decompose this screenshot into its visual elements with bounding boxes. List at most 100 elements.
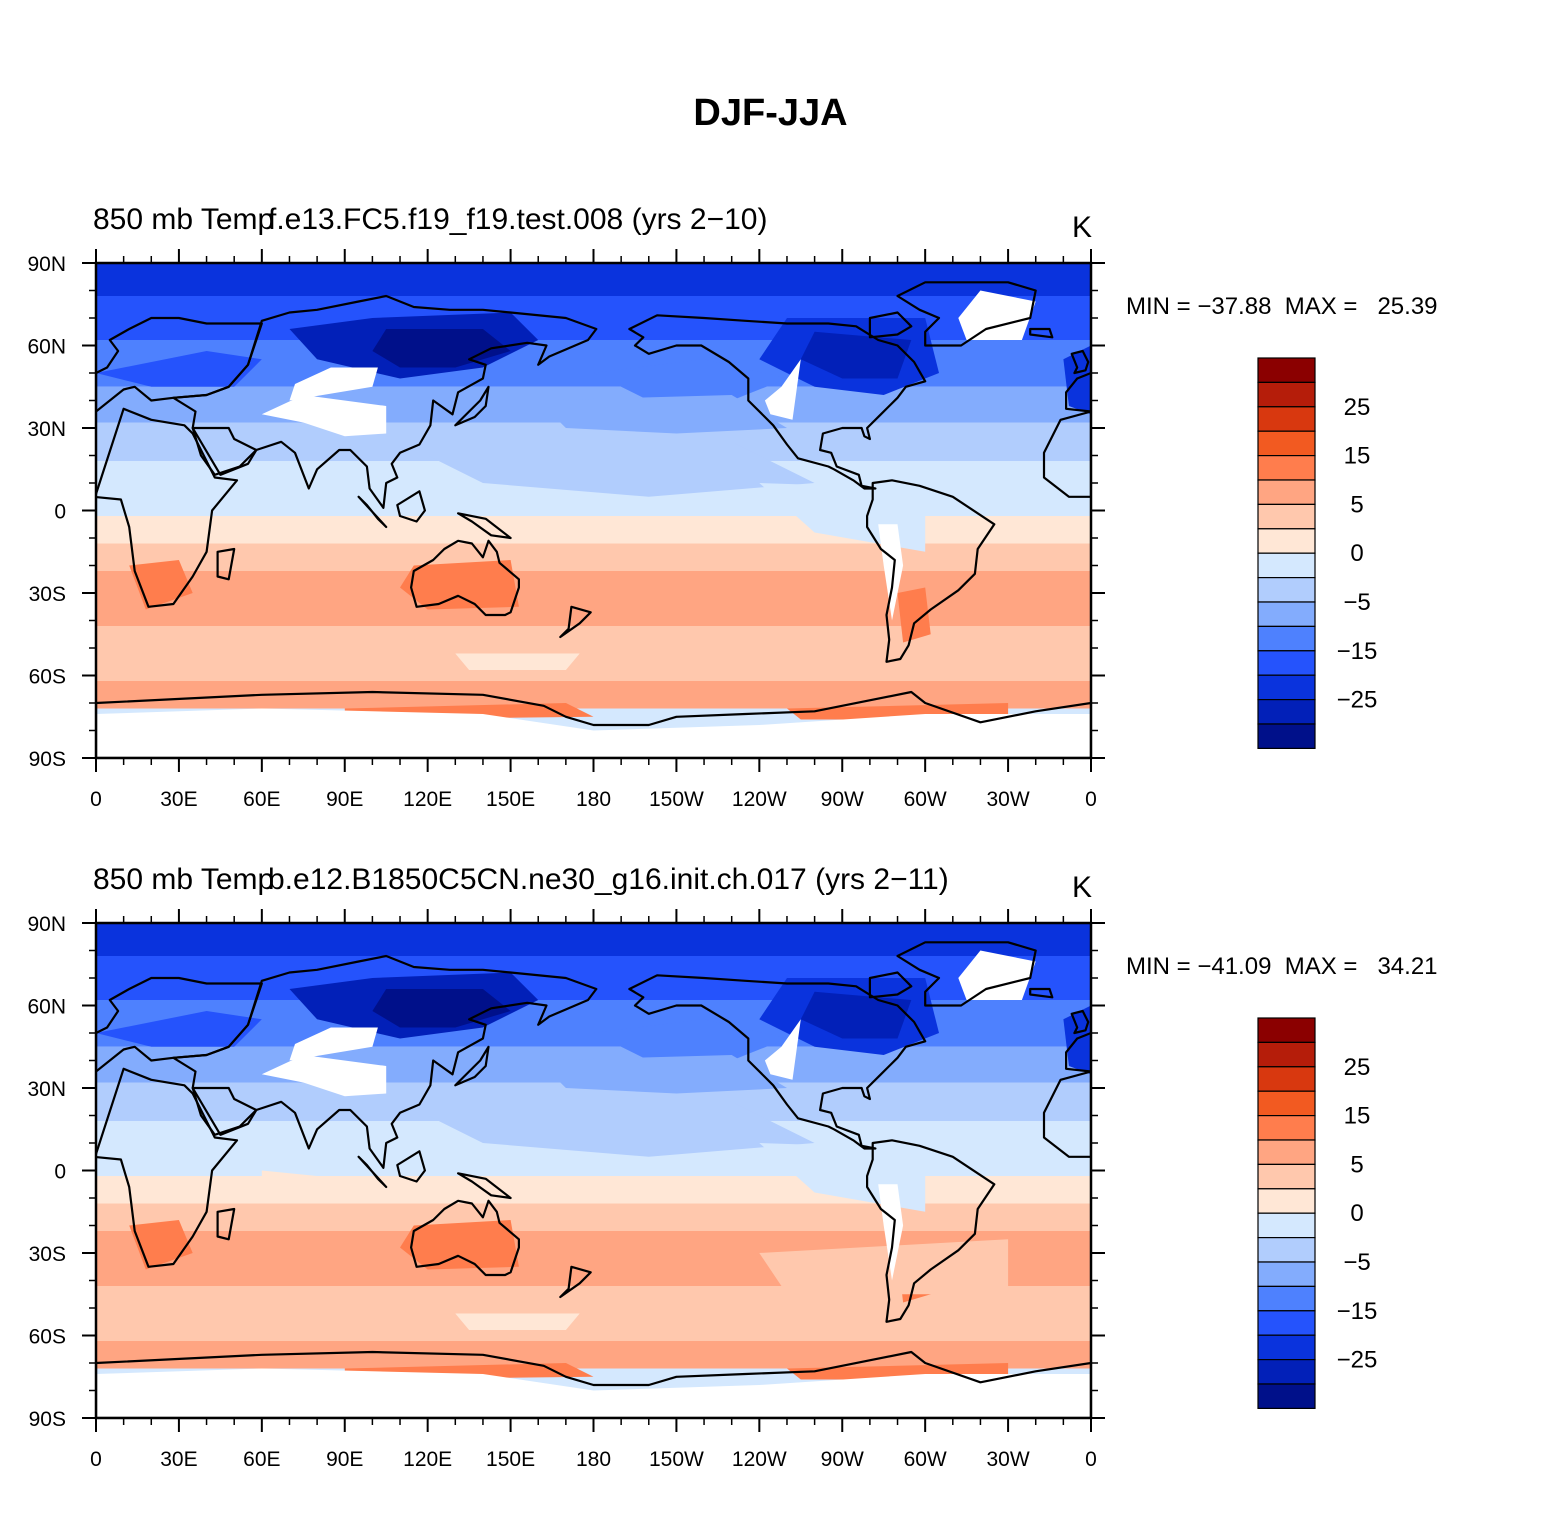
lon-tick-label: 0 xyxy=(90,788,102,811)
lat-tick-label: 60S xyxy=(29,666,66,689)
lon-tick-label: 120E xyxy=(403,1448,452,1471)
coastline-australia xyxy=(410,1199,520,1277)
axes: 90N 60N 30N 0 30S 60S 90S 0 30E 60E 90E 120E 150E 180… xyxy=(27,909,1105,1471)
colorbar-box xyxy=(1257,479,1316,505)
missing-data-patch xyxy=(289,1027,378,1061)
field-contour-band xyxy=(455,653,580,670)
lon-tick-label: 150E xyxy=(486,1448,535,1471)
coastline-iceland xyxy=(1029,987,1054,999)
field-contour-band xyxy=(96,1203,1091,1231)
colorbar-box xyxy=(1257,1090,1316,1117)
field-contour-band xyxy=(96,1176,1091,1204)
coastline-sumatra xyxy=(357,495,388,529)
colorbar-box xyxy=(1257,1285,1316,1312)
colorbar-box xyxy=(1257,455,1316,481)
lon-tick-label: 0 xyxy=(1085,1448,1097,1471)
lon-tick-label: 90W xyxy=(821,1448,864,1471)
field-contour-band xyxy=(800,331,912,379)
map-field xyxy=(96,263,1091,758)
colorbar-box xyxy=(1257,1139,1316,1165)
lon-tick-label: 30E xyxy=(160,1448,197,1471)
coastline-africa xyxy=(96,1067,239,1268)
missing-data-patch xyxy=(764,1019,801,1080)
field-contour-band xyxy=(538,395,787,434)
coastline-borneo xyxy=(396,490,426,523)
lon-tick-label: 60E xyxy=(243,1448,280,1471)
colorbar-box xyxy=(1257,430,1316,457)
field-contour-band xyxy=(96,543,1091,571)
lon-tick-label: 60E xyxy=(243,788,280,811)
lon-tick-label: 90W xyxy=(821,788,864,811)
panel-left-label: 850 mb Temp xyxy=(93,863,275,896)
colorbar-box xyxy=(1257,552,1316,579)
field-contour-band xyxy=(455,1313,580,1330)
colorbar-box xyxy=(1257,674,1316,701)
colorbar-label: 15 xyxy=(1344,1103,1371,1130)
coastline-uk xyxy=(1070,1009,1090,1035)
coastline-asia xyxy=(172,294,598,509)
figure-title: DJF-JJA xyxy=(693,92,848,134)
field-contour-band xyxy=(400,1220,519,1270)
coastline-madagascar xyxy=(216,1207,236,1241)
lon-tick-label: 180 xyxy=(576,788,611,811)
lat-tick-label: 60N xyxy=(27,336,66,359)
field-contour-band xyxy=(427,1101,815,1157)
coastline-arabia xyxy=(191,1086,258,1136)
missing-data-patch xyxy=(958,950,1036,1000)
colorbar-box xyxy=(1257,381,1316,408)
coastlines xyxy=(96,941,1091,1418)
lat-tick-label: 30S xyxy=(29,1243,66,1266)
lon-tick-label: 150W xyxy=(649,1448,704,1471)
coastline-australia xyxy=(410,539,520,617)
colorbar-label: 25 xyxy=(1344,1054,1371,1081)
lon-tick-label: 180 xyxy=(576,1448,611,1471)
field-contour-band xyxy=(372,989,511,1028)
lon-tick-label: 120W xyxy=(732,788,787,811)
colorbar-box xyxy=(1257,503,1316,530)
lat-tick-label: 90S xyxy=(29,1408,66,1431)
colorbar-box xyxy=(1257,699,1316,725)
coastline-greenland xyxy=(896,941,1037,1007)
missing-data-patch xyxy=(96,1368,1091,1418)
panel-top: 850 mb Temp f.e13.FC5.f19_f19.test.008 (… xyxy=(0,195,1541,855)
field-contour-band xyxy=(96,263,1091,296)
coastline-iceland xyxy=(1029,327,1054,339)
colorbar-box xyxy=(1257,601,1316,627)
field-contour-band xyxy=(897,587,931,643)
coastline-borneo xyxy=(396,1150,426,1183)
coastline-southAm xyxy=(866,1139,996,1323)
colorbar-box xyxy=(1257,1163,1316,1190)
coastline-antarctica xyxy=(96,1350,1091,1418)
missing-data-patch xyxy=(261,1055,387,1097)
coastline-sumatra xyxy=(357,1155,388,1189)
colorbar-label: −5 xyxy=(1343,1249,1370,1276)
lat-tick-label: 90S xyxy=(29,748,66,771)
coastline-europeW xyxy=(1065,1031,1091,1073)
lat-tick-label: 60S xyxy=(29,1326,66,1349)
lon-tick-label: 90E xyxy=(326,788,363,811)
colorbar-box xyxy=(1257,357,1316,383)
coastline-japan xyxy=(454,385,490,427)
colorbar-label: 25 xyxy=(1344,394,1371,421)
colorbar-box xyxy=(1257,1334,1316,1361)
colorbar-box xyxy=(1257,625,1316,652)
colorbar-box xyxy=(1257,650,1316,676)
coastline-japan xyxy=(454,1045,490,1087)
lon-tick-label: 0 xyxy=(1085,788,1097,811)
lon-tick-label: 150W xyxy=(649,788,704,811)
lon-tick-label: 120E xyxy=(403,788,452,811)
panel-bottom: 850 mb Temp b.e12.B1850C5CN.ne30_g16.ini… xyxy=(0,855,1541,1515)
colorbar-box xyxy=(1257,1066,1316,1092)
colorbar-box xyxy=(1257,1041,1316,1068)
field-contour-band xyxy=(759,1239,1009,1295)
lon-tick-label: 90E xyxy=(326,1448,363,1471)
colorbar-box xyxy=(1257,1359,1316,1385)
colorbar-label: −15 xyxy=(1337,1298,1378,1325)
lat-tick-label: 30N xyxy=(27,418,66,441)
colorbar-label: −25 xyxy=(1337,687,1378,714)
lon-tick-label: 0 xyxy=(90,1448,102,1471)
lon-tick-label: 60W xyxy=(904,788,947,811)
colorbar-box xyxy=(1257,406,1316,432)
coastline-europeW xyxy=(1065,371,1091,413)
field-contour-band xyxy=(800,991,912,1039)
